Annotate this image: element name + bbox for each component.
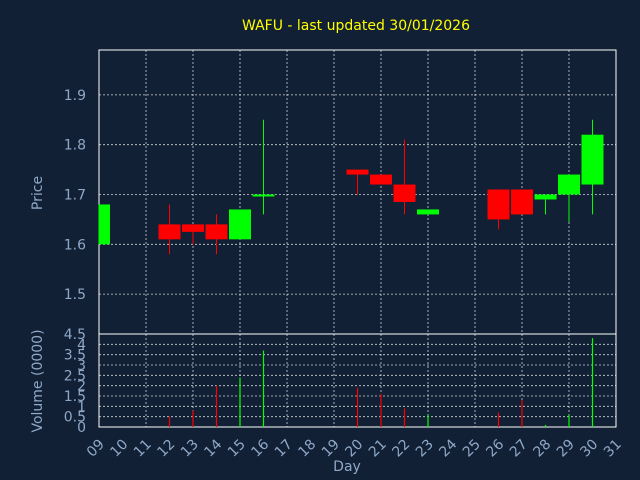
candle-body	[558, 174, 580, 195]
price-tick-label: 1.6	[64, 237, 86, 253]
price-panel: 1.5 1.6 1.7 1.8 1.9	[64, 49, 617, 335]
price-tick-label: 1.5	[64, 287, 86, 303]
candle-body	[581, 134, 604, 185]
candle-body	[158, 224, 181, 240]
volume-tick-label: 4	[77, 337, 86, 353]
candle-body	[511, 189, 533, 215]
candle-body	[370, 174, 392, 185]
candle-body	[534, 194, 557, 200]
volume-tick-label: 1.5	[64, 389, 86, 405]
volume-tick-label: 3	[77, 358, 86, 374]
volume-tick-label: 2	[77, 379, 86, 395]
volume-tick-label: 1	[77, 399, 86, 415]
candle-body	[346, 169, 369, 175]
candle-body	[393, 184, 416, 202]
day-axis-label: Day	[333, 459, 361, 475]
volume-tick-label: 2.5	[64, 368, 86, 384]
candle-body	[99, 204, 110, 245]
candle-body	[487, 189, 510, 220]
candle-body	[252, 194, 275, 197]
candle-body	[417, 209, 439, 215]
candle-body	[229, 209, 251, 240]
volume-axis-label: Volume (0000)	[30, 329, 46, 432]
price-tick-label: 1.7	[64, 187, 86, 203]
volume-tick-label: 4.5	[64, 327, 86, 343]
candle-body	[205, 224, 228, 240]
chart-title: WAFU - last updated 30/01/2026	[242, 18, 470, 34]
price-tick-label: 1.8	[64, 138, 86, 154]
volume-tick-label: 0.5	[64, 410, 86, 426]
candle-body	[182, 224, 204, 232]
volume-tick-label: 0	[77, 420, 86, 436]
price-tick-label: 1.9	[64, 88, 86, 104]
price-axis-label: Price	[30, 176, 46, 210]
volume-tick-label: 3.5	[64, 348, 86, 364]
